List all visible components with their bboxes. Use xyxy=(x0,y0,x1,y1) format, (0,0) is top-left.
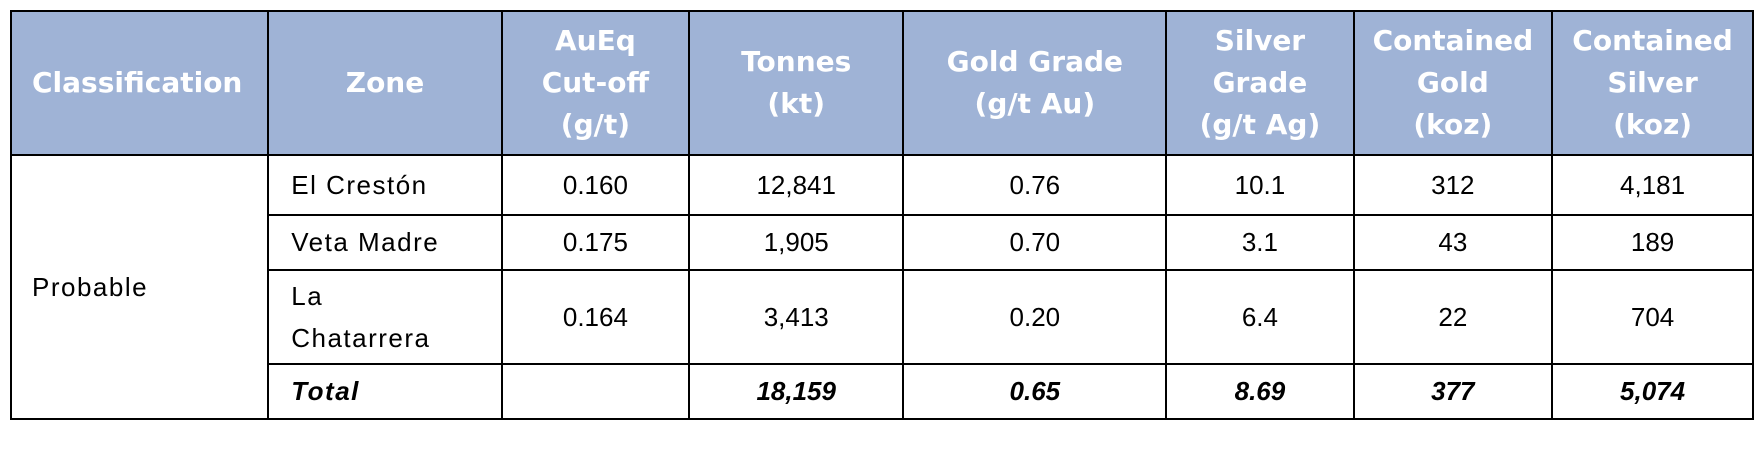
gold-grade-cell: 0.76 xyxy=(902,154,1168,216)
cutoff-cell: 0.175 xyxy=(500,214,691,271)
header-line: (g/t) xyxy=(560,108,631,141)
header-contained-silver: Contained Silver (koz) xyxy=(1551,10,1754,156)
zone-cell: El Crestón xyxy=(267,154,503,216)
total-contained-silver-cell: 5,074 xyxy=(1551,363,1754,420)
header-line: (g/t Au) xyxy=(974,87,1096,120)
header-line: Contained xyxy=(1572,24,1733,57)
zone-cell: Veta Madre xyxy=(267,214,503,271)
total-contained-gold-cell: 377 xyxy=(1352,363,1554,420)
header-line: Gold Grade xyxy=(946,45,1123,78)
contained-gold-cell: 312 xyxy=(1352,154,1554,216)
header-row: Classification Zone AuEq Cut-off (g/t) T… xyxy=(9,10,1754,156)
header-line: Classification xyxy=(32,66,243,99)
contained-silver-cell: 189 xyxy=(1551,214,1754,271)
gold-grade-cell: 0.20 xyxy=(902,269,1168,365)
header-classification: Classification xyxy=(9,10,270,156)
header-line: Gold xyxy=(1416,66,1489,99)
cutoff-cell: 0.164 xyxy=(500,269,691,365)
total-tonnes-cell: 18,159 xyxy=(688,363,905,420)
header-cutoff: AuEq Cut-off (g/t) xyxy=(500,10,691,156)
total-silver-grade-cell: 8.69 xyxy=(1165,363,1355,420)
cutoff-cell: 0.160 xyxy=(500,154,691,216)
tonnes-cell: 3,413 xyxy=(688,269,905,365)
silver-grade-cell: 3.1 xyxy=(1165,214,1355,271)
tonnes-cell: 12,841 xyxy=(688,154,905,216)
header-line: Silver xyxy=(1607,66,1698,99)
header-contained-gold: Contained Gold (koz) xyxy=(1352,10,1554,156)
header-line: Contained xyxy=(1372,24,1534,57)
contained-gold-cell: 43 xyxy=(1352,214,1554,271)
header-tonnes: Tonnes (kt) xyxy=(688,10,905,156)
total-gold-grade-cell: 0.65 xyxy=(902,363,1168,420)
total-row: Total 18,159 0.65 8.69 377 5,074 xyxy=(11,363,1754,420)
header-line: Tonnes xyxy=(741,45,852,78)
zone-line: La xyxy=(291,281,324,311)
header-line: Silver xyxy=(1214,24,1306,57)
probable-reserves-table: Classification Zone AuEq Cut-off (g/t) T… xyxy=(9,10,1754,420)
header-line: (koz) xyxy=(1613,108,1693,141)
header-line: (g/t Ag) xyxy=(1199,108,1321,141)
total-label: Total xyxy=(267,363,503,420)
header-line: (kt) xyxy=(767,87,826,120)
header-silver-grade: Silver Grade (g/t Ag) xyxy=(1165,10,1355,156)
header-line: Zone xyxy=(345,66,425,99)
silver-grade-cell: 10.1 xyxy=(1165,154,1355,216)
contained-silver-cell: 704 xyxy=(1551,269,1754,365)
table-row: Veta Madre 0.175 1,905 0.70 3.1 43 189 xyxy=(11,214,1754,271)
table-row: La Chatarrera 0.164 3,413 0.20 6.4 22 70… xyxy=(11,269,1754,365)
header-gold-grade: Gold Grade (g/t Au) xyxy=(902,10,1168,156)
header-line: (koz) xyxy=(1413,108,1493,141)
zone-cell: La Chatarrera xyxy=(267,269,503,365)
header-line: AuEq xyxy=(555,24,636,57)
silver-grade-cell: 6.4 xyxy=(1165,269,1355,365)
header-zone: Zone xyxy=(267,10,503,156)
classification-cell: Probable xyxy=(9,154,270,420)
contained-silver-cell: 4,181 xyxy=(1551,154,1754,216)
total-cutoff-cell xyxy=(500,363,691,420)
zone-line: Chatarrera xyxy=(291,323,431,353)
zone-line: Veta Madre xyxy=(291,227,440,257)
header-line: Grade xyxy=(1212,66,1308,99)
zone-line: El Crestón xyxy=(291,169,428,200)
table-row: Probable El Crestón 0.160 12,841 0.76 10… xyxy=(9,154,1754,420)
header-line: Cut-off xyxy=(541,66,650,99)
gold-grade-cell: 0.70 xyxy=(902,214,1168,271)
tonnes-cell: 1,905 xyxy=(688,214,905,271)
contained-gold-cell: 22 xyxy=(1352,269,1554,365)
